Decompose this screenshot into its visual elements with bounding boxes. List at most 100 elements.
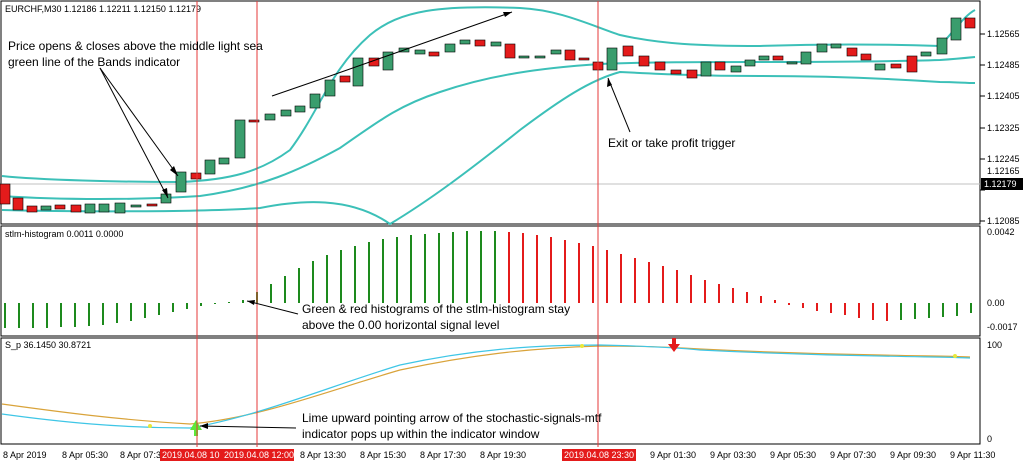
annotation-histogram-line2: above the 0.00 horizontal signal level bbox=[302, 318, 499, 332]
candle bbox=[874, 63, 886, 71]
time-label: 9 Apr 11:30 bbox=[950, 450, 995, 460]
candle bbox=[654, 61, 666, 71]
candle bbox=[160, 193, 172, 204]
stoch-label: 0 bbox=[987, 434, 992, 444]
candle bbox=[146, 203, 158, 207]
candle bbox=[700, 61, 712, 77]
stoch-label: 100 bbox=[987, 340, 1002, 350]
time-label: 9 Apr 01:30 bbox=[650, 450, 696, 460]
candle bbox=[12, 197, 24, 211]
stochastic-panel[interactable] bbox=[0, 337, 981, 445]
candle bbox=[130, 204, 142, 208]
candle bbox=[772, 55, 784, 61]
price-label: 1.12325 bbox=[987, 123, 1020, 133]
time-label: 8 Apr 2019 bbox=[3, 450, 47, 460]
histogram-panel[interactable] bbox=[0, 225, 981, 337]
candle bbox=[459, 39, 471, 45]
stoch-fast-line bbox=[1, 344, 971, 429]
candle bbox=[504, 43, 516, 59]
price-label: 1.12485 bbox=[987, 60, 1020, 70]
stoch-marker-dot bbox=[953, 354, 957, 358]
candle bbox=[26, 205, 38, 213]
bands-indicator bbox=[1, 6, 976, 226]
candle bbox=[622, 45, 634, 57]
time-marker-label: 2019.04.08 12:00 bbox=[224, 450, 294, 460]
annotation-histogram-line1: Green & red histograms of the stlm-histo… bbox=[302, 302, 570, 316]
candle bbox=[890, 63, 902, 69]
candle bbox=[0, 183, 11, 205]
candles bbox=[0, 17, 976, 214]
time-label: 9 Apr 07:30 bbox=[830, 450, 876, 460]
stoch-marker-dot bbox=[580, 344, 584, 348]
time-marker-label: 2019.04.08 23:30 bbox=[564, 450, 634, 460]
middle-band bbox=[1, 56, 976, 200]
candle bbox=[744, 59, 756, 67]
candle bbox=[54, 204, 66, 210]
candle bbox=[846, 47, 858, 57]
candle bbox=[294, 105, 306, 113]
time-label: 9 Apr 05:30 bbox=[770, 450, 816, 460]
current-price-value: 1.12179 bbox=[984, 179, 1017, 189]
candle bbox=[114, 202, 126, 214]
candle bbox=[428, 51, 440, 57]
red-down-arrow-icon bbox=[668, 338, 680, 352]
hist-label: -0.0017 bbox=[987, 322, 1018, 332]
candle bbox=[190, 172, 202, 180]
annotation-bands-line2: green line of the Bands indicator bbox=[8, 55, 180, 69]
price-label: 1.12405 bbox=[987, 91, 1020, 101]
histogram-bars bbox=[4, 231, 972, 328]
candle bbox=[906, 55, 918, 73]
hist-label: 0.00 bbox=[987, 298, 1005, 308]
price-label: 1.12165 bbox=[987, 166, 1020, 176]
annotation-bands-line1: Price opens & closes above the middle li… bbox=[8, 39, 263, 53]
candle bbox=[564, 49, 576, 61]
stochastic-lines bbox=[1, 338, 971, 436]
lime-up-arrow-icon bbox=[190, 420, 202, 436]
candle bbox=[730, 65, 742, 73]
candle bbox=[606, 47, 618, 71]
candle bbox=[714, 61, 726, 71]
candle bbox=[638, 55, 650, 67]
time-label: 8 Apr 19:30 bbox=[480, 450, 526, 460]
time-label: 8 Apr 13:30 bbox=[300, 450, 346, 460]
price-label: 1.12565 bbox=[987, 29, 1020, 39]
annotation-arrows bbox=[99, 11, 631, 429]
candle bbox=[309, 93, 321, 109]
time-label: 8 Apr 05:30 bbox=[62, 450, 108, 460]
candle bbox=[816, 43, 828, 53]
time-axis: 8 Apr 2019 8 Apr 05:30 8 Apr 07:30 8 Apr… bbox=[3, 449, 995, 461]
time-marker-label: 2019.04.08 10 bbox=[162, 450, 220, 460]
current-price-tag bbox=[981, 178, 1023, 190]
candle bbox=[830, 43, 842, 49]
time-label: 8 Apr 15:30 bbox=[360, 450, 406, 460]
candle bbox=[84, 203, 96, 214]
candle bbox=[670, 69, 682, 75]
candle bbox=[686, 69, 698, 79]
stochastic-axis: 100 0 bbox=[987, 340, 1002, 444]
candle bbox=[382, 51, 394, 71]
candle bbox=[936, 37, 948, 55]
stochastic-title: S_p 36.1450 30.8721 bbox=[5, 340, 91, 350]
window-title: EURCHF,M30 1.12186 1.12211 1.12150 1.121… bbox=[5, 4, 201, 14]
price-panel[interactable] bbox=[0, 0, 981, 225]
histogram-title: stlm-histogram 0.0011 0.0000 bbox=[5, 229, 123, 239]
time-label: 9 Apr 03:30 bbox=[710, 450, 756, 460]
candle bbox=[518, 55, 530, 59]
candle bbox=[800, 51, 812, 65]
candle bbox=[40, 205, 52, 211]
annotation-arrow-line2: indicator pops up within the indicator w… bbox=[302, 427, 540, 441]
hist-label: 0.0042 bbox=[987, 227, 1015, 237]
time-label: 9 Apr 09:30 bbox=[890, 450, 936, 460]
time-label: 8 Apr 17:30 bbox=[420, 450, 466, 460]
time-label: 8 Apr 07:30 bbox=[120, 450, 166, 460]
price-label: 1.12085 bbox=[987, 216, 1020, 226]
candle bbox=[578, 57, 590, 61]
annotation-exit: Exit or take profit trigger bbox=[608, 136, 735, 150]
annotation-arrow-line1: Lime upward pointing arrow of the stocha… bbox=[302, 411, 602, 425]
candle bbox=[444, 43, 456, 53]
annotation-arrowheads bbox=[162, 12, 612, 429]
candle bbox=[758, 55, 770, 61]
candle bbox=[234, 119, 246, 159]
